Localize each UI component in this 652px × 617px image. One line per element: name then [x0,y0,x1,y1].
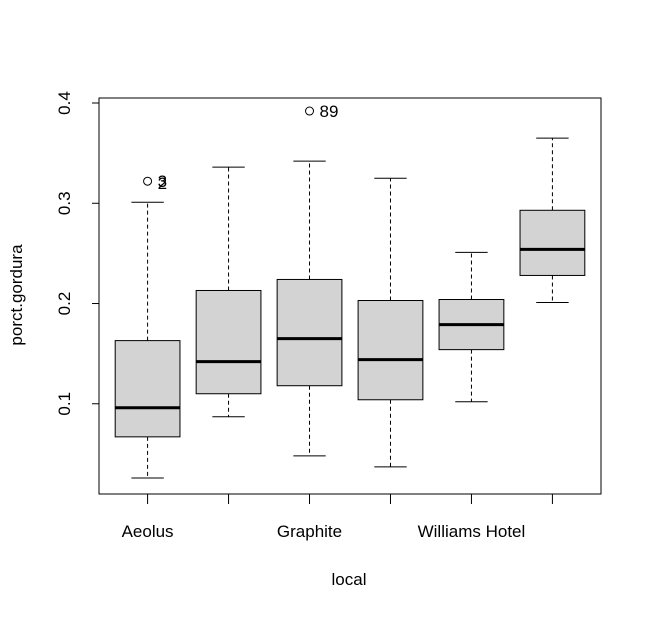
x-tick-label: Williams Hotel [418,522,526,541]
outlier-point [143,176,153,186]
y-tick-label: 0.1 [55,392,74,416]
x-axis-label: local [332,570,367,589]
outlier-point [305,106,315,116]
outlier-label: 2 [158,174,167,193]
box-iqr [276,278,343,387]
y-axis-label: porct.gordura [7,244,26,346]
plot-layer: 0.1 0.2 0.3 0.4 Aeolus Graphite Williams Hotel… [55,91,602,541]
y-tick-label: 0.3 [55,191,74,215]
outlier-label: 89 [320,102,339,121]
box-iqr [114,340,181,438]
x-tick-label: Aeolus [122,522,174,541]
box-iqr [357,300,424,401]
box-iqr [195,289,262,395]
outlier-label: 3 [158,172,167,191]
x-tick-label: Graphite [277,522,342,541]
y-tick-label: 0.4 [55,91,74,115]
y-tick-label: 0.2 [55,292,74,316]
box-iqr [519,209,586,276]
